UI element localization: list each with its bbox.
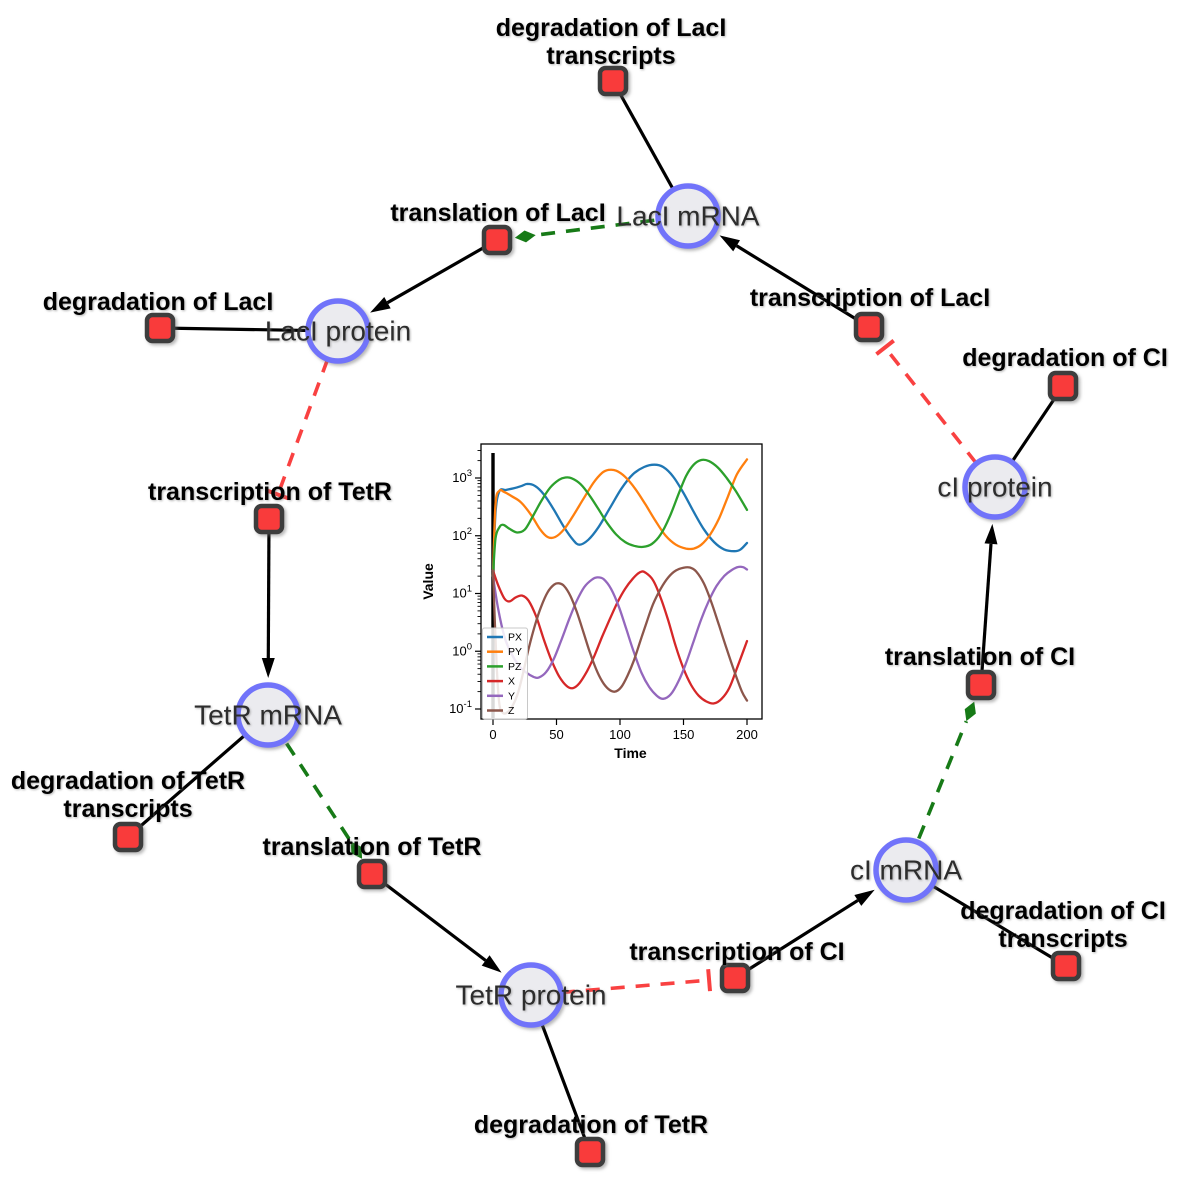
reaction-label-deg-tetr-transcripts: degradation of TetR transcripts	[11, 767, 245, 823]
reaction-label-translation-laci: translation of LacI	[390, 199, 605, 227]
nodes-layer	[112, 65, 1082, 1168]
diamond-arrowhead-icon	[964, 701, 976, 722]
species-node-ci-protein[interactable]	[962, 454, 1028, 520]
reaction-label-transcription-laci: transcription of LacI	[750, 284, 990, 312]
edge-modifier-ci-mrna-to-translation-ci	[917, 701, 976, 840]
edge-modifier-tetr-mrna-to-translation-tetr	[285, 742, 363, 859]
reaction-node-translation-tetr[interactable]	[356, 858, 388, 890]
reaction-node-translation-laci[interactable]	[481, 224, 513, 256]
edge-arrow-transcription-tetr-to-tetr-mrna	[261, 518, 275, 679]
arrowhead-icon	[984, 523, 998, 545]
edge-arrow-transcription-laci-to-laci-mrna	[719, 235, 870, 329]
edge-modifier-laci-mrna-to-translation-laci	[514, 218, 655, 243]
species-node-laci-protein[interactable]	[305, 298, 371, 364]
chart-series-PZ	[491, 458, 749, 578]
species-label-ci-mrna: cI mRNA	[850, 855, 962, 886]
legend-label-Z: Z	[508, 705, 515, 717]
reaction-node-transcription-tetr[interactable]	[253, 503, 285, 535]
species-node-tetr-mrna[interactable]	[235, 682, 301, 748]
tbar-inhibitor-icon	[706, 969, 712, 992]
diamond-arrowhead-icon	[514, 230, 536, 243]
reaction-node-deg-ci-transcripts[interactable]	[1050, 950, 1082, 982]
chart-series-layer	[491, 458, 749, 715]
edges-layer	[126, 80, 1067, 1153]
legend-label-Y: Y	[508, 690, 515, 702]
reaction-node-deg-tetr-transcripts[interactable]	[112, 821, 144, 853]
edge-inhibition-ci-protein-to-transcription-laci	[875, 339, 978, 465]
reaction-node-deg-tetr[interactable]	[574, 1136, 606, 1168]
x-tick-label: 100	[609, 727, 631, 742]
species-node-tetr-protein[interactable]	[498, 962, 564, 1028]
edge-inhibition-tetr-protein-to-transcription-ci	[560, 969, 712, 995]
x-tick-label: 200	[736, 727, 758, 742]
species-node-ci-mrna[interactable]	[873, 837, 939, 903]
reaction-label-deg-ci: degradation of CI	[962, 344, 1168, 372]
reaction-label-transcription-tetr: transcription of TetR	[148, 478, 392, 506]
species-label-laci-protein: LacI protein	[265, 316, 411, 347]
reaction-node-deg-ci[interactable]	[1047, 370, 1079, 402]
chart-legend: PX PY PZ XYZ	[482, 627, 528, 720]
edge-arrow-translation-ci-to-ci-protein	[979, 523, 998, 686]
edge-arrow-translation-tetr-to-tetr-protein	[371, 872, 502, 973]
tbar-inhibitor-icon	[875, 339, 895, 356]
legend-label-X: X	[508, 676, 515, 688]
arrowhead-icon	[719, 235, 740, 252]
labels-layer: LacI mRNA LacI protein TetR mRNA TetR prote…	[11, 14, 1168, 1139]
arrowhead-icon	[370, 297, 391, 313]
y-tick-label: 102	[452, 526, 472, 543]
species-label-tetr-protein: TetR protein	[456, 980, 607, 1011]
y-axis-label: Value	[420, 563, 436, 600]
tbar-inhibitor-icon	[266, 488, 289, 501]
edge-arrow-translation-laci-to-laci-protein	[370, 238, 498, 313]
edge-inhibition-laci-protein-to-transcription-tetr	[266, 358, 330, 501]
arrowhead-icon	[854, 889, 875, 906]
species-label-ci-protein: cI protein	[937, 472, 1052, 503]
y-tick-label: 100	[452, 641, 472, 658]
reaction-label-translation-tetr: translation of TetR	[263, 833, 482, 861]
y-tick-label: 103	[452, 468, 472, 485]
chart-series-Y	[491, 565, 749, 700]
x-tick-label: 150	[673, 727, 695, 742]
reaction-label-transcription-ci: transcription of CI	[629, 938, 844, 966]
reaction-node-translation-ci[interactable]	[965, 669, 997, 701]
x-tick-label: 0	[489, 727, 496, 742]
chart-series-PY	[491, 458, 749, 578]
arrowhead-icon	[481, 955, 502, 973]
diamond-arrowhead-icon	[350, 841, 363, 859]
species-node-laci-mrna[interactable]	[655, 183, 721, 249]
reaction-node-transcription-ci[interactable]	[719, 962, 751, 994]
legend-label-PX: PX	[508, 632, 522, 644]
reaction-label-deg-laci-transcripts: degradation of LacI transcripts	[496, 14, 727, 70]
legend-label-PZ: PZ	[508, 661, 522, 673]
edge-arrow-transcription-ci-to-ci-mrna	[734, 889, 875, 980]
reaction-label-deg-ci-transcripts: degradation of CI transcripts	[960, 897, 1166, 953]
species-label-tetr-mrna: TetR mRNA	[194, 700, 342, 731]
reaction-label-deg-laci: degradation of LacI	[43, 288, 274, 316]
arrowhead-icon	[261, 657, 275, 679]
legend-label-PY: PY	[508, 646, 522, 658]
y-tick-label: 10-1	[449, 699, 472, 716]
chart-series-X	[491, 569, 749, 705]
x-tick-label: 50	[549, 727, 563, 742]
reaction-node-deg-laci-transcripts[interactable]	[597, 65, 629, 97]
reaction-label-translation-ci: translation of CI	[885, 643, 1075, 671]
species-label-laci-mrna: LacI mRNA	[616, 201, 759, 232]
reaction-node-transcription-laci[interactable]	[853, 311, 885, 343]
reaction-node-deg-laci[interactable]	[144, 312, 176, 344]
y-tick-label: 101	[452, 584, 472, 601]
reaction-label-deg-tetr: degradation of TetR	[474, 1111, 708, 1139]
x-axis-label: Time	[614, 745, 647, 761]
